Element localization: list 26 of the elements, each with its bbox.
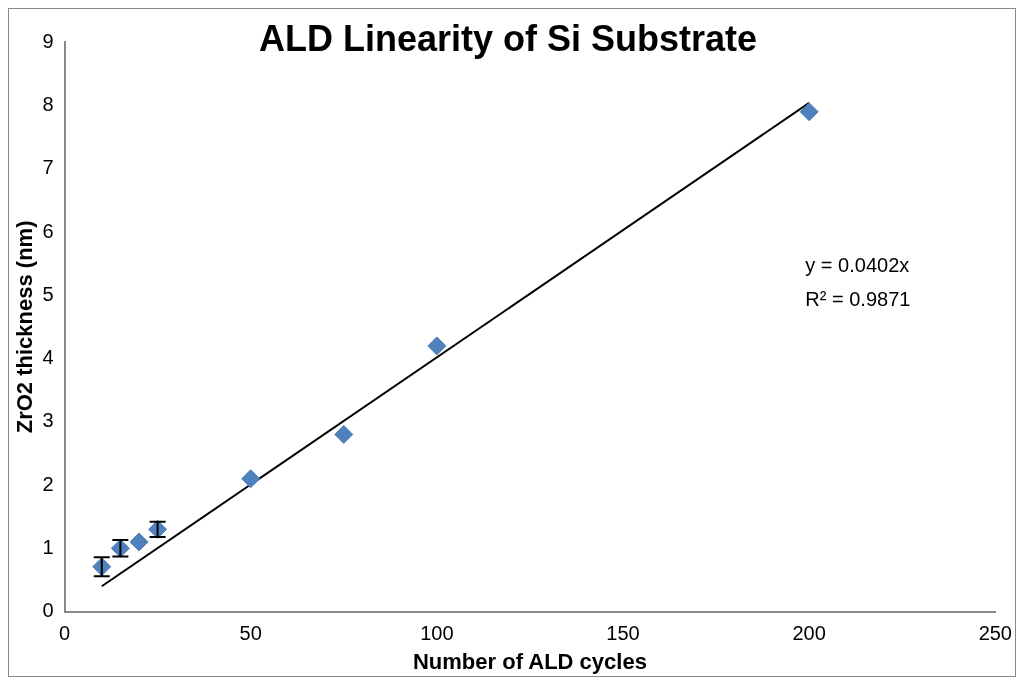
annotation: y = 0.0402x [805,254,910,277]
point [427,336,447,356]
point [241,469,261,489]
y-tick-label: 7 [42,156,54,179]
y-tick-label: 8 [42,92,54,115]
point [799,102,819,122]
chart-title: ALD Linearity of Si Substrate [258,17,758,59]
y-tick-label: 0 [42,599,54,622]
y-tick-label: 3 [42,409,54,432]
x-tick-label: 100 [420,622,454,645]
x-tick-label: 250 [978,622,1012,645]
y-tick-label: 9 [42,29,54,52]
y-tick-label: 1 [42,535,54,558]
point [334,424,354,444]
x-axis-title: Number of ALD cycles [412,648,647,674]
point [129,532,149,552]
x-tick-label: 150 [606,622,640,645]
y-tick-label: 5 [42,282,54,305]
annotation: R² = 0.9871 [805,288,911,311]
y-axis-title: ZrO2 thickness (nm) [12,220,38,434]
x-tick-label: 0 [58,622,71,645]
y-tick-label: 6 [42,219,54,242]
y-tick-label: 2 [42,472,54,495]
x-tick-label: 200 [792,622,826,645]
x-tick-label: 50 [239,622,262,645]
y-tick-label: 4 [42,346,54,369]
